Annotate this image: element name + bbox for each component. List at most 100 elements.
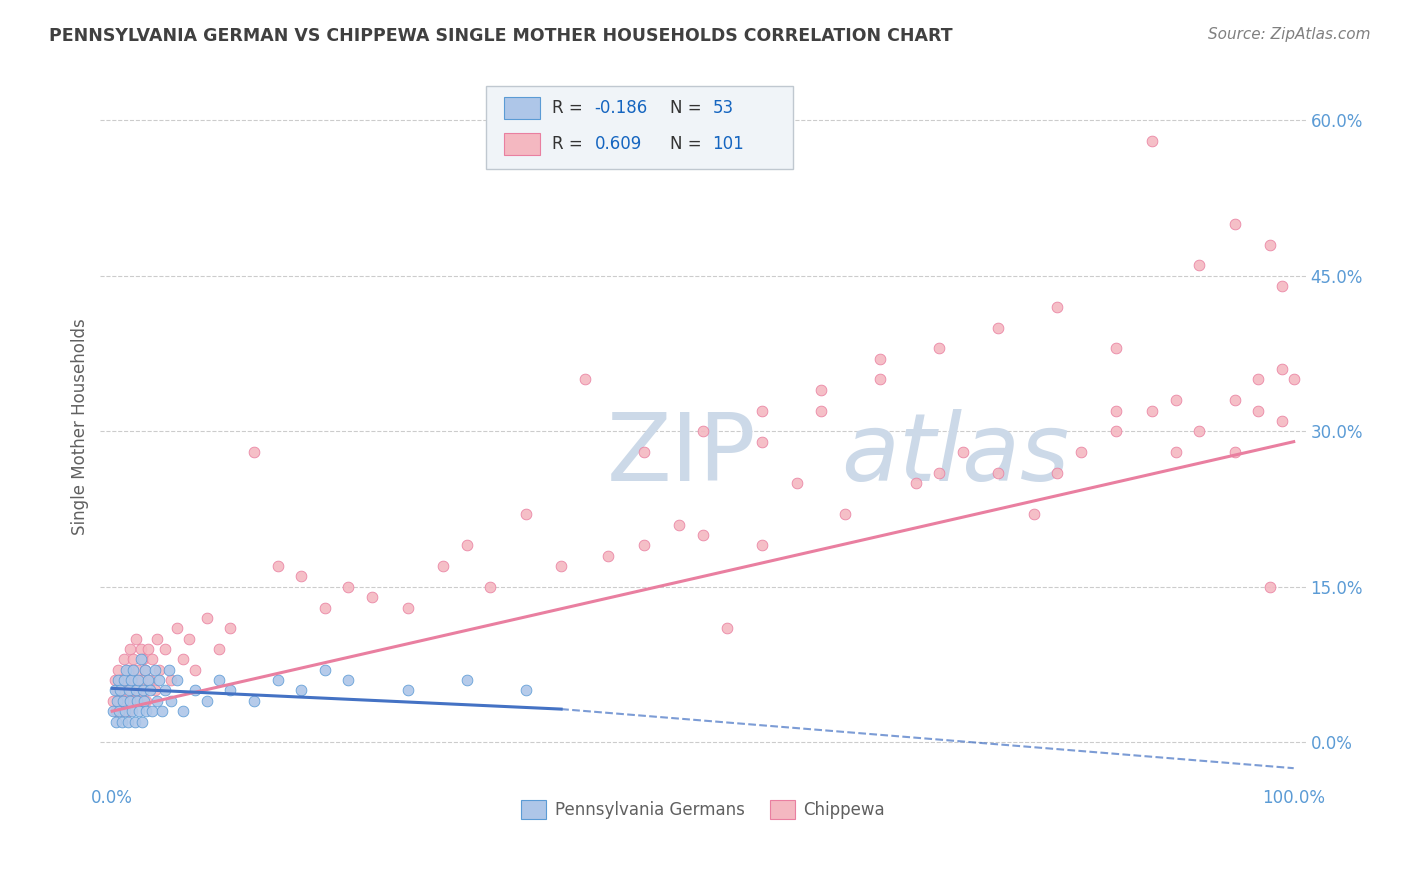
Point: [550, 559, 572, 574]
Point: [148, 673, 170, 687]
Text: ZIP: ZIP: [606, 409, 756, 500]
Point: [150, 704, 173, 718]
Point: [456, 538, 478, 552]
Point: [105, 694, 128, 708]
Point: [112, 673, 135, 687]
Point: [108, 704, 131, 718]
Text: N =: N =: [671, 99, 707, 117]
Point: [103, 673, 125, 687]
Point: [1271, 279, 1294, 293]
Point: [1105, 425, 1128, 439]
Point: [122, 652, 145, 666]
Point: [290, 569, 312, 583]
Point: [952, 445, 974, 459]
Point: [120, 673, 142, 687]
Point: [1140, 134, 1163, 148]
Point: [134, 663, 156, 677]
Point: [243, 445, 266, 459]
Point: [633, 445, 655, 459]
Point: [810, 383, 832, 397]
Point: [928, 466, 950, 480]
FancyBboxPatch shape: [505, 97, 540, 119]
Point: [290, 683, 312, 698]
Point: [515, 683, 537, 698]
Text: -0.186: -0.186: [595, 99, 648, 117]
Point: [114, 704, 136, 718]
Point: [104, 714, 127, 729]
Point: [515, 507, 537, 521]
Point: [112, 652, 135, 666]
Point: [1188, 425, 1211, 439]
Point: [105, 683, 128, 698]
Text: 101: 101: [713, 136, 744, 153]
Point: [125, 683, 148, 698]
Point: [184, 663, 207, 677]
Point: [118, 663, 141, 677]
Point: [111, 694, 134, 708]
Point: [166, 673, 188, 687]
Point: [135, 694, 157, 708]
Point: [1247, 403, 1270, 417]
Point: [207, 642, 229, 657]
Point: [108, 694, 131, 708]
Point: [574, 372, 596, 386]
Text: R =: R =: [553, 136, 588, 153]
Point: [692, 425, 714, 439]
Point: [195, 611, 218, 625]
Point: [125, 632, 148, 646]
Point: [337, 580, 360, 594]
Point: [266, 673, 288, 687]
Point: [143, 663, 166, 677]
Point: [1223, 393, 1246, 408]
Point: [124, 673, 146, 687]
Point: [904, 476, 927, 491]
Point: [1022, 507, 1045, 521]
Point: [132, 683, 155, 698]
Point: [157, 663, 180, 677]
Point: [1188, 259, 1211, 273]
Point: [834, 507, 856, 521]
Point: [166, 621, 188, 635]
Point: [160, 694, 183, 708]
Point: [129, 652, 152, 666]
Point: [122, 663, 145, 677]
Point: [1258, 237, 1281, 252]
Point: [136, 673, 159, 687]
Point: [810, 403, 832, 417]
Legend: Pennsylvania Germans, Chippewa: Pennsylvania Germans, Chippewa: [515, 793, 891, 825]
Point: [869, 351, 891, 366]
Point: [314, 663, 336, 677]
Point: [155, 683, 177, 698]
Point: [396, 683, 419, 698]
Point: [131, 714, 153, 729]
Point: [115, 673, 138, 687]
Point: [184, 683, 207, 698]
Text: 0.609: 0.609: [595, 136, 641, 153]
Point: [987, 466, 1010, 480]
Point: [668, 517, 690, 532]
Point: [121, 694, 143, 708]
Point: [117, 704, 139, 718]
Point: [1282, 372, 1305, 386]
Point: [103, 683, 125, 698]
Point: [195, 694, 218, 708]
Point: [337, 673, 360, 687]
Point: [987, 320, 1010, 334]
Point: [361, 590, 384, 604]
Point: [117, 714, 139, 729]
Point: [103, 704, 125, 718]
Point: [129, 642, 152, 657]
Point: [219, 683, 242, 698]
Point: [1164, 393, 1187, 408]
Point: [177, 632, 200, 646]
Point: [141, 704, 163, 718]
Point: [692, 528, 714, 542]
Point: [1223, 445, 1246, 459]
Point: [128, 704, 150, 718]
Point: [1046, 300, 1069, 314]
Point: [132, 694, 155, 708]
Point: [107, 663, 129, 677]
Point: [716, 621, 738, 635]
Point: [121, 704, 143, 718]
Point: [128, 694, 150, 708]
